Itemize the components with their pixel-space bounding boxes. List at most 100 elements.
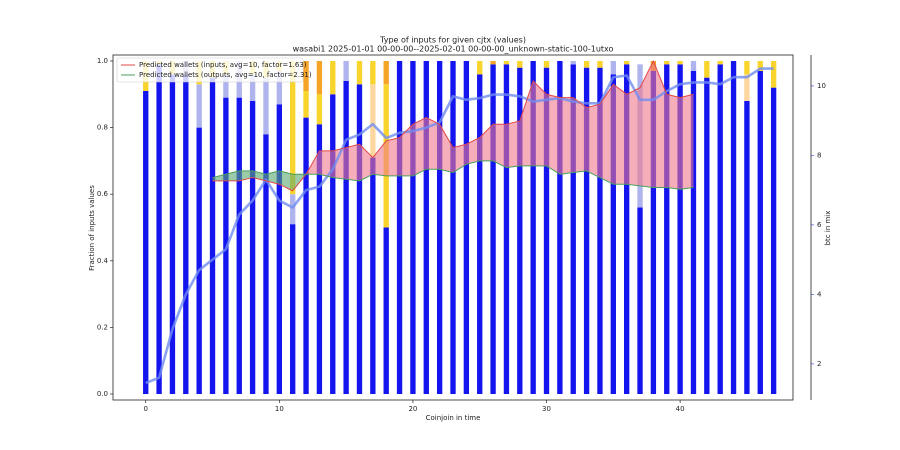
bar-segment: [717, 60, 723, 65]
bar-segment: [356, 84, 363, 395]
bar-segment: [730, 60, 737, 395]
x-tick-label: 20: [408, 405, 417, 413]
fill-between: [466, 137, 480, 165]
fill-between: [412, 117, 427, 176]
fill-between: [559, 97, 574, 175]
bar-segment: [316, 94, 323, 125]
fill-between: [386, 137, 400, 176]
bar-segment: [423, 60, 429, 395]
y2-tick-label: 4: [817, 290, 822, 298]
bar-segment: [236, 97, 242, 395]
y-tick-label: 0.8: [97, 124, 108, 132]
fill-between: [599, 84, 614, 185]
bar-segment: [370, 84, 376, 158]
bar-segment: [463, 60, 470, 395]
bar-segment: [276, 104, 282, 395]
fill-between: [439, 124, 453, 173]
bar-segment: [744, 74, 750, 101]
bar-segment: [517, 67, 523, 395]
bar-segment: [583, 60, 590, 68]
y2-tick-label: 8: [817, 151, 821, 159]
y-tick-label: 0.4: [97, 257, 109, 265]
bar-segment: [664, 64, 670, 395]
bar-segment: [276, 70, 282, 105]
bar-segment: [583, 67, 590, 395]
fill-between: [399, 124, 413, 176]
bar-segment: [169, 74, 176, 395]
fill-between: [573, 97, 587, 173]
bar-segment: [570, 64, 576, 395]
bar-segment: [410, 60, 416, 395]
fill-between: [319, 150, 333, 178]
bar-segment: [143, 90, 149, 395]
bar-segment: [223, 74, 229, 98]
bar-segment: [183, 74, 189, 395]
bar-segment: [263, 134, 269, 395]
bar-segment: [557, 60, 563, 395]
y2-tick-label: 10: [817, 82, 826, 90]
fill-between: [372, 140, 387, 176]
bar-segment: [343, 60, 349, 81]
bar-segment: [677, 64, 683, 395]
bar-segment: [396, 60, 403, 395]
fill-between: [626, 87, 641, 186]
y-axis-label: Fraction of inputs values: [88, 185, 96, 271]
y2-tick-label: 6: [817, 221, 822, 229]
fill-between: [453, 144, 467, 173]
bar-segment: [704, 77, 710, 395]
fill-between: [359, 144, 373, 181]
bar-segment: [610, 60, 616, 75]
bar-segment: [370, 157, 376, 395]
bar-segment: [370, 60, 376, 85]
bar-segment: [249, 100, 256, 395]
y-tick-label: 0.6: [97, 190, 109, 198]
bar-segment: [690, 60, 697, 71]
fill-between: [533, 80, 547, 166]
bar-segment: [744, 100, 750, 395]
fill-between: [265, 170, 280, 185]
bar-segment: [597, 67, 603, 395]
x-tick-label: 10: [275, 405, 284, 413]
fill-between: [506, 120, 520, 168]
bar-segment: [490, 64, 496, 395]
bar-segment: [704, 60, 710, 78]
fill-between: [212, 174, 226, 181]
bar-segment: [356, 60, 363, 85]
bar-segment: [209, 77, 216, 395]
fill-between: [640, 60, 654, 188]
bar-segment: [757, 60, 763, 71]
bar-segment: [624, 60, 630, 65]
fill-between: [426, 117, 440, 170]
chart-title: Type of inputs for given cjtx (values): [379, 36, 526, 45]
bar-segment: [383, 227, 389, 395]
x-tick-label: 0: [143, 405, 147, 413]
bar-segment: [450, 60, 456, 395]
bar-segment: [343, 80, 349, 395]
bar-segment: [249, 74, 256, 101]
fill-between: [680, 94, 694, 190]
bar-segment: [303, 90, 309, 118]
bar-segment: [543, 60, 550, 68]
prediction-line: [212, 160, 694, 190]
bar-segment: [597, 60, 603, 68]
legend-label: Predicted wallets (outputs, avg=10, fact…: [139, 71, 312, 79]
bar-segment: [637, 207, 643, 395]
fill-between: [666, 94, 681, 190]
bar-segment: [677, 60, 683, 65]
bar-segment: [196, 84, 202, 128]
prediction-line: [212, 60, 694, 192]
fill-between: [586, 104, 600, 178]
bar-segment: [770, 87, 777, 395]
bar-segment: [330, 60, 336, 95]
bar-segment: [263, 77, 269, 135]
x-tick-label: 30: [542, 405, 551, 413]
bar-segment: [196, 127, 202, 395]
btc-line: [145, 67, 774, 385]
x-axis-label: Coinjoin in time: [426, 414, 481, 422]
bar-segment: [490, 60, 496, 65]
bar-segment: [664, 60, 670, 65]
bar-segment: [570, 60, 576, 65]
y-tick-label: 0.0: [97, 390, 108, 398]
